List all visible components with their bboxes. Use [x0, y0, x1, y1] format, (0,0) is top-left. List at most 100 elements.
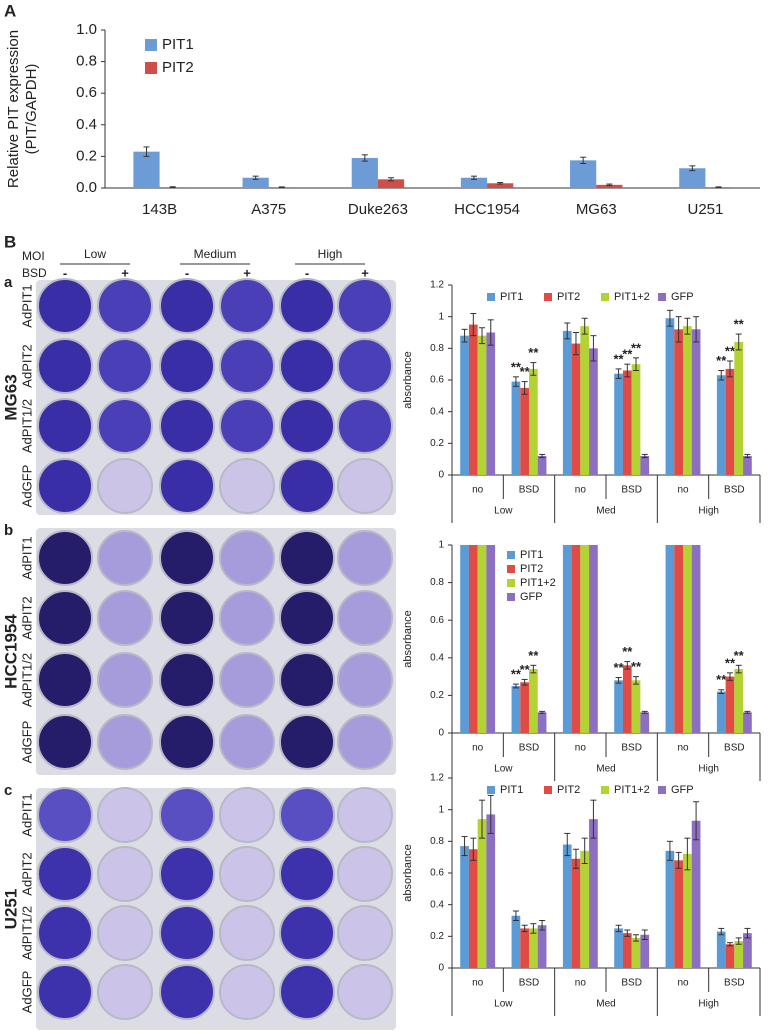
bsd-label: BSD — [22, 266, 47, 280]
bar — [631, 937, 641, 968]
bar — [674, 329, 683, 475]
bar — [537, 456, 547, 475]
well — [337, 398, 393, 454]
bar — [511, 686, 521, 733]
bar — [665, 545, 675, 733]
group-label: Low — [494, 506, 513, 517]
row-label: AdGFP — [19, 465, 34, 508]
well — [279, 530, 335, 586]
significance: ** — [734, 648, 745, 663]
bar — [520, 387, 529, 475]
x-tick-label: U251 — [687, 201, 723, 218]
legend-swatch — [601, 293, 609, 301]
moi-level: Low — [84, 247, 106, 261]
legend-swatch — [487, 786, 495, 794]
legend-label: GFP — [520, 591, 543, 603]
well — [37, 338, 93, 394]
y-tick-label: 0 — [438, 728, 444, 739]
bar — [683, 545, 692, 733]
row-label: AdPIT2 — [19, 344, 34, 387]
bar — [674, 860, 683, 968]
well — [97, 338, 153, 394]
bar — [520, 682, 529, 733]
significance: ** — [716, 353, 727, 368]
well — [97, 278, 153, 334]
row-label: AdPIT2 — [19, 596, 34, 639]
bar — [537, 925, 547, 968]
bar — [486, 332, 496, 475]
bar — [640, 934, 650, 968]
y-tick-label: 0.8 — [430, 577, 444, 588]
well — [279, 846, 335, 902]
well — [159, 278, 215, 334]
x-tick-label: Duke263 — [348, 201, 408, 218]
legend-label: PIT1 — [162, 36, 194, 53]
significance: ** — [622, 347, 633, 362]
legend-swatch — [544, 786, 552, 794]
well — [337, 652, 393, 708]
x-tick-label: no — [677, 485, 689, 496]
bar — [640, 456, 650, 475]
significance: ** — [520, 662, 531, 677]
well — [97, 964, 153, 1020]
row-label: AdPIT1/2 — [19, 399, 34, 453]
well — [37, 787, 93, 843]
bar — [580, 850, 590, 968]
bar — [665, 318, 675, 475]
well — [337, 714, 393, 770]
bar — [477, 335, 487, 475]
x-tick-label: no — [677, 743, 689, 754]
well — [219, 530, 275, 586]
legend-swatch — [507, 579, 515, 587]
bar — [562, 545, 572, 733]
bar — [691, 820, 701, 968]
significance: ** — [511, 359, 522, 374]
bar — [716, 931, 726, 968]
y-tick-label: 0.0 — [76, 179, 97, 196]
row-label: AdPIT1 — [19, 536, 34, 579]
bar — [589, 348, 598, 475]
y-tick-label: 1 — [438, 311, 444, 322]
bar — [133, 151, 160, 188]
well — [337, 964, 393, 1020]
significance: ** — [716, 672, 727, 687]
bar — [580, 545, 590, 733]
well — [97, 652, 153, 708]
well — [159, 905, 215, 961]
legend-swatch — [145, 39, 157, 51]
well — [97, 787, 153, 843]
bar — [460, 177, 488, 188]
bar — [725, 676, 735, 733]
group-label: Med — [596, 999, 615, 1010]
legend-label: PIT2 — [520, 563, 543, 575]
bsd-sign: + — [121, 265, 129, 280]
well — [159, 398, 215, 454]
legend-label: PIT2 — [162, 59, 194, 76]
bar — [562, 330, 572, 475]
significance: ** — [622, 644, 633, 659]
bar — [460, 335, 469, 475]
x-tick-label: no — [575, 485, 587, 496]
significance: ** — [520, 364, 531, 379]
bar — [734, 669, 744, 733]
x-tick-label: HCC1954 — [454, 201, 520, 218]
well — [37, 846, 93, 902]
well — [97, 530, 153, 586]
bar — [716, 691, 726, 733]
legend-label: PIT1 — [500, 784, 523, 796]
y-tick-label: 0.6 — [430, 375, 444, 386]
group-label: Low — [494, 999, 513, 1010]
well — [37, 714, 93, 770]
bar — [665, 850, 675, 968]
bar — [691, 329, 701, 475]
bar — [511, 915, 521, 968]
well — [159, 714, 215, 770]
x-tick-label: BSD — [621, 978, 642, 989]
well — [337, 787, 393, 843]
cell-line-label: HCC1954 — [1, 614, 20, 689]
bar — [716, 375, 726, 475]
well — [279, 590, 335, 646]
well — [337, 530, 393, 586]
bar — [580, 326, 590, 475]
